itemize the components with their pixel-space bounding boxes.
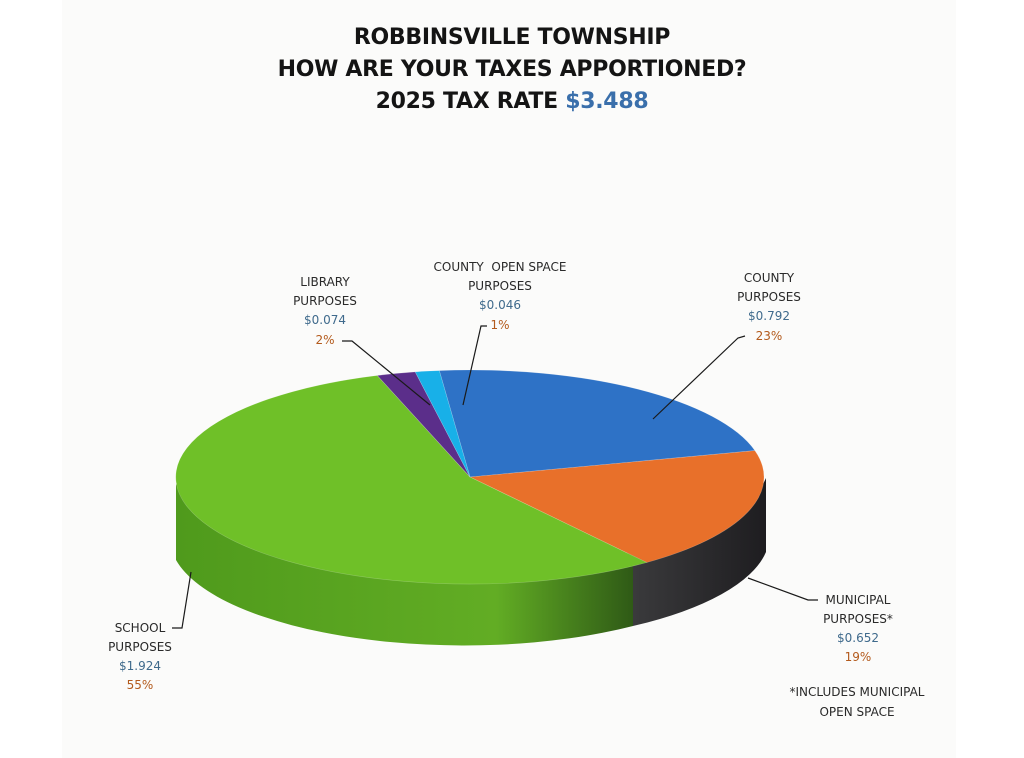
label-county-open-space-amount: $0.046 bbox=[479, 298, 521, 312]
label-municipal-line-1: MUNICIPAL bbox=[826, 593, 891, 607]
leader-line-municipal bbox=[747, 577, 818, 601]
label-county-open-space-line-2: PURPOSES bbox=[468, 279, 532, 293]
label-library-percent: 2% bbox=[315, 333, 334, 347]
label-school-amount: $1.924 bbox=[119, 659, 161, 673]
pie-slice-school bbox=[175, 375, 648, 585]
label-county-amount: $0.792 bbox=[748, 309, 790, 323]
label-library-line-1: LIBRARY bbox=[300, 275, 350, 289]
title-line-1: ROBBINSVILLE TOWNSHIP bbox=[353, 25, 671, 50]
leader-line-library bbox=[342, 340, 431, 406]
label-library: LIBRARY PURPOSES $0.074 2% bbox=[293, 275, 357, 347]
title-line-3: 2025 TAX RATE $3.488 bbox=[0, 86, 1024, 118]
title-line-2: HOW ARE YOUR TAXES APPORTIONED? bbox=[277, 57, 747, 82]
tax-rate-value: $3.488 bbox=[565, 89, 649, 114]
label-county-open-space-percent: 1% bbox=[490, 318, 509, 332]
label-library-line-2: PURPOSES bbox=[293, 294, 357, 308]
footnote-line-2: OPEN SPACE bbox=[819, 705, 894, 719]
label-school-line-2: PURPOSES bbox=[108, 640, 172, 654]
label-municipal-amount: $0.652 bbox=[837, 631, 879, 645]
label-county-open-space: COUNTY OPEN SPACE PURPOSES $0.046 1% bbox=[434, 260, 567, 332]
pie-slice-municipal bbox=[468, 450, 765, 563]
tax-rate-label: 2025 TAX RATE bbox=[375, 89, 559, 114]
label-municipal-percent: 19% bbox=[845, 650, 872, 664]
label-school-line-1: SCHOOL bbox=[115, 621, 166, 635]
pie-slice-county-open-space bbox=[414, 370, 471, 478]
label-school-percent: 55% bbox=[127, 678, 154, 692]
pie-slices bbox=[175, 369, 765, 585]
footnote-line-1: *INCLUDES MUNICIPAL bbox=[790, 685, 925, 699]
leader-line-county-open-space bbox=[462, 325, 487, 406]
label-municipal: MUNICIPAL PURPOSES* $0.652 19% bbox=[823, 593, 893, 664]
label-county-percent: 23% bbox=[756, 329, 783, 343]
label-municipal-line-2: PURPOSES* bbox=[823, 612, 893, 626]
leader-line-county bbox=[652, 335, 746, 420]
pie-slice-county bbox=[438, 369, 756, 478]
pie-side-school bbox=[176, 484, 633, 646]
pie-slice-library bbox=[376, 371, 471, 478]
label-county: COUNTY PURPOSES $0.792 23% bbox=[737, 271, 801, 343]
leader-line-school bbox=[172, 571, 192, 629]
label-county-open-space-line-1: COUNTY OPEN SPACE bbox=[434, 260, 567, 274]
label-library-amount: $0.074 bbox=[304, 313, 346, 327]
label-county-line-1: COUNTY bbox=[744, 271, 795, 285]
label-school: SCHOOL PURPOSES $1.924 55% bbox=[108, 621, 172, 692]
chart-title: ROBBINSVILLE TOWNSHIP HOW ARE YOUR TAXES… bbox=[0, 22, 1024, 118]
label-county-line-2: PURPOSES bbox=[737, 290, 801, 304]
